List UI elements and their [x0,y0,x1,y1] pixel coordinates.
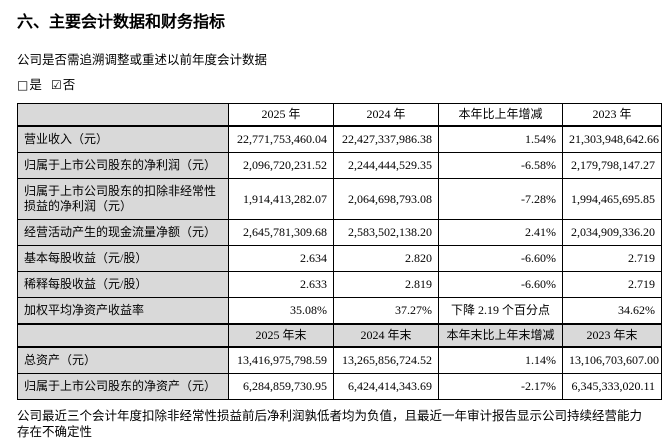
column-header: 2025 年 [228,103,334,127]
value-cell: 13,106,703,607.00 [562,346,662,374]
value-cell: 2.719 [562,271,662,298]
value-cell: 2,064,698,793.08 [333,178,439,220]
value-cell: 22,427,337,986.38 [333,125,439,153]
column-header: 2024 年末 [333,323,439,348]
row-label: 基本每股收益（元/股） [17,245,229,272]
value-cell: 22,771,753,460.04 [228,125,334,153]
value-cell: 21,303,948,642.66 [562,125,662,153]
value-cell: 2.719 [562,245,662,272]
column-header: 2023 年 [562,103,662,127]
value-cell: 2,096,720,231.52 [228,152,334,179]
corner-cell [17,103,229,127]
value-cell: 2,179,798,147.27 [562,152,662,179]
option-yes: □是 [17,78,42,92]
row-label: 经营活动产生的现金流量净额（元） [17,219,229,246]
value-cell: 2.820 [333,245,439,272]
row-label: 加权平均净资产收益率 [17,297,229,325]
row-label: 归属于上市公司股东的净利润（元） [17,152,229,179]
value-cell: 34.62% [562,297,662,325]
option-yes-label: 是 [29,78,42,92]
column-header: 本年比上年增减 [438,103,563,127]
column-header: 2025 年末 [228,323,334,348]
value-cell: 2.634 [228,245,334,272]
value-cell: 2.41% [438,219,563,246]
value-cell: -7.28% [438,178,563,220]
value-cell: 6,345,333,020.11 [562,373,662,400]
value-cell: 2.819 [333,271,439,298]
row-label: 稀释每股收益（元/股） [17,271,229,298]
option-no: ☑否 [51,78,75,92]
table-header-row: 2025 年末 2024 年末 本年末比上年末增减 2023 年末 [17,323,662,348]
value-cell: 13,265,856,724.52 [333,346,439,374]
table-row: 归属于上市公司股东的净资产（元） 6,284,859,730.95 6,424,41… [17,373,662,400]
table-row: 稀释每股收益（元/股） 2.633 2.819 -6.60% 2.719 [17,271,662,298]
table-row: 归属于上市公司股东的净利润（元） 2,096,720,231.52 2,244,44… [17,152,662,179]
row-label: 归属于上市公司股东的扣除非经常性损益的净利润（元） [17,178,229,220]
checkbox-checked-icon: ☑ [50,78,62,92]
financial-indicators-table: 2025 年 2024 年本年比上年增减 2023 年营业收入（元） 22,771,7… [17,103,662,400]
footnote: 公司最近三个会计年度扣除非经常性损益前后净利润孰低者均为负值，且最近一年审计报告… [17,409,643,439]
table-row: 归属于上市公司股东的扣除非经常性损益的净利润（元） 1,914,413,282.0… [17,178,662,220]
value-cell: 6,284,859,730.95 [228,373,334,400]
restatement-options: □是 ☑否 [17,78,661,93]
option-no-label: 否 [62,78,76,92]
value-cell: -2.17% [438,373,563,400]
table-row: 基本每股收益（元/股） 2.634 2.820 -6.60% 2.719 [17,245,662,272]
table-row: 营业收入（元） 22,771,753,460.04 22,427,337,986.3… [17,125,662,153]
table-row: 经营活动产生的现金流量净额（元） 2,645,781,309.68 2,583,50… [17,219,662,246]
value-cell: 2.633 [228,271,334,298]
column-header: 本年末比上年末增减 [438,323,563,348]
value-cell: 1.14% [438,346,563,374]
table-row: 加权平均净资产收益率 35.08% 37.27% 下降 2.19 个百分点 34.62% [17,297,662,325]
value-cell: 2,583,502,138.20 [333,219,439,246]
value-cell: 1,914,413,282.07 [228,178,334,220]
row-label: 营业收入（元） [17,125,229,153]
value-cell: -6.60% [438,245,563,272]
value-cell: 13,416,975,798.59 [228,346,334,374]
value-cell: 2,645,781,309.68 [228,219,334,246]
table-row: 总资产（元） 13,416,975,798.59 13,265,856,724.52… [17,346,662,374]
checkbox-unchecked-icon: □ [17,78,29,92]
value-cell: -6.60% [438,271,563,298]
corner-cell [17,323,229,348]
row-label: 归属于上市公司股东的净资产（元） [17,373,229,400]
value-cell: -6.58% [438,152,563,179]
row-label: 总资产（元） [17,346,229,374]
value-cell: 2,034,909,336.20 [562,219,662,246]
value-cell: 1.54% [438,125,563,153]
value-cell: 35.08% [228,297,334,325]
table-header-row: 2025 年 2024 年本年比上年增减 2023 年 [17,103,662,127]
value-cell: 6,424,414,343.69 [333,373,439,400]
column-header: 2024 年 [333,103,439,127]
restatement-question: 公司是否需追溯调整或重述以前年度会计数据 [17,53,268,67]
value-cell: 37.27% [333,297,439,325]
value-cell: 1,994,465,695.85 [562,178,662,220]
value-cell: 下降 2.19 个百分点 [438,297,563,325]
column-header: 2023 年末 [562,323,662,348]
value-cell: 2,244,444,529.35 [333,152,439,179]
page-title: 六、主要会计数据和财务指标 [17,14,226,31]
